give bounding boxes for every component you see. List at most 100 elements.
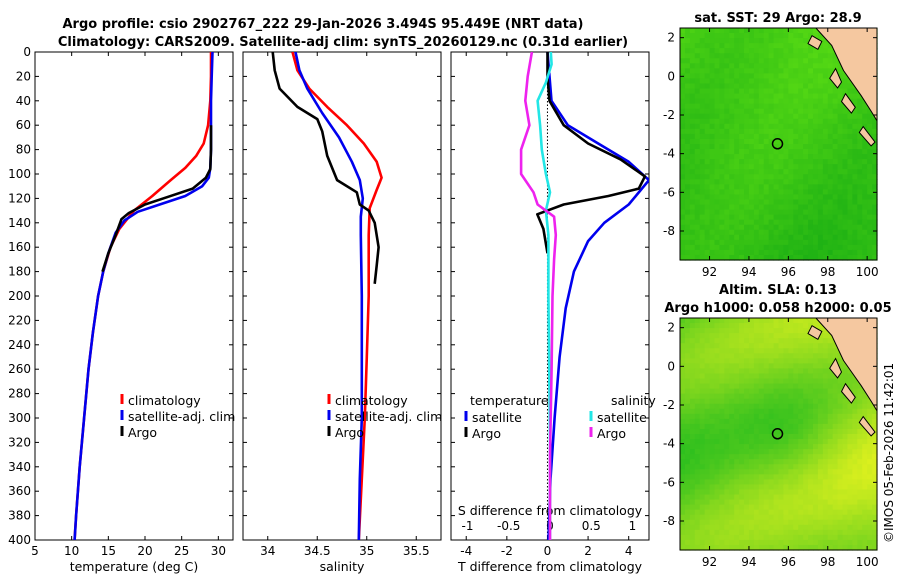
map2-cell	[842, 504, 849, 511]
map2-cell	[714, 519, 720, 526]
map1-cell	[709, 169, 716, 175]
map1-cell	[852, 229, 858, 236]
map2-cell	[719, 403, 725, 410]
map2-cell	[724, 509, 730, 516]
map1-cell	[680, 169, 686, 175]
map2-cell	[778, 383, 785, 390]
map1-cell	[822, 38, 829, 44]
map1-cell	[793, 159, 799, 165]
map2-cell	[739, 348, 745, 354]
map2-cell	[842, 509, 849, 516]
map1-cell	[773, 209, 780, 216]
map1-cell	[837, 159, 844, 165]
map2-cell	[798, 368, 804, 375]
map1-cell	[768, 83, 775, 90]
map2-cell	[803, 423, 809, 430]
map1-cell	[842, 169, 849, 175]
map2-cell	[704, 373, 711, 380]
map1-cell	[788, 108, 794, 115]
map2-cell	[704, 388, 711, 395]
map1-cell	[798, 58, 804, 64]
map1-cell	[753, 108, 760, 115]
map2-cell	[748, 413, 755, 420]
map1-cell	[827, 93, 834, 100]
map2-cell	[837, 423, 844, 430]
map1-cell	[739, 138, 745, 145]
map2-cell	[857, 514, 863, 521]
map2-cell	[694, 469, 701, 475]
map1-cell	[812, 149, 819, 155]
map2-cell	[753, 388, 760, 395]
map2-cell	[783, 418, 789, 425]
map1-cell	[719, 214, 725, 221]
map2-cell	[694, 534, 701, 541]
map1-cell	[699, 194, 706, 201]
map1-cell	[739, 33, 745, 39]
map1-cell	[832, 103, 839, 110]
map2-cell	[748, 393, 755, 400]
map2-cell	[808, 524, 814, 531]
map2-cell	[724, 428, 730, 435]
map2-cell	[793, 449, 799, 455]
map1-cell	[837, 144, 844, 150]
map2-cell	[684, 454, 691, 460]
map2-cell	[753, 333, 760, 339]
map1-cell	[739, 123, 745, 130]
map2-cell	[793, 519, 799, 526]
map2-cell	[709, 444, 716, 450]
map2-cell	[842, 444, 849, 450]
map2-cell	[847, 534, 853, 541]
map1-cell	[827, 63, 834, 69]
map1-cell	[872, 219, 878, 226]
map2-cell	[729, 484, 735, 491]
map2-cell	[798, 403, 804, 410]
map2-cell	[739, 519, 745, 526]
map1-cell	[788, 133, 794, 140]
map2-cell	[748, 454, 755, 460]
map2-cell	[758, 439, 765, 445]
map1-cell	[857, 219, 863, 226]
map1-cell	[699, 63, 706, 69]
map2-cell	[788, 434, 794, 440]
map2-cell	[748, 524, 755, 531]
map1-cell	[837, 93, 844, 100]
map1-cell	[783, 73, 789, 80]
map2-cell	[758, 418, 765, 425]
map1-cell	[753, 244, 760, 251]
map1-cell	[719, 98, 725, 105]
map2-cell	[689, 504, 696, 511]
temperature-xtick-label: 20	[137, 544, 152, 558]
map1-cell	[714, 88, 720, 95]
map1-cell	[719, 83, 725, 90]
map1-cell	[768, 43, 775, 49]
map2-cell	[704, 509, 711, 516]
map2-cell	[704, 529, 711, 536]
map2-cell	[689, 403, 696, 410]
map1-cell	[694, 154, 701, 160]
map2-cell	[753, 484, 760, 491]
map2-cell	[763, 444, 770, 450]
map2-cell	[812, 358, 819, 364]
map1-cell	[773, 103, 780, 110]
argo-location-marker	[771, 428, 784, 440]
map2-cell	[832, 469, 839, 475]
map2-cell	[763, 418, 770, 425]
map2-cell	[773, 534, 780, 541]
map1-cell	[768, 88, 775, 95]
map1-cell	[684, 118, 691, 125]
map2-cell	[684, 373, 691, 380]
map2-cell	[837, 449, 844, 455]
map1-cell	[793, 128, 799, 135]
map2-cell	[812, 383, 819, 390]
map1-cell	[748, 254, 755, 261]
map2-cell	[748, 383, 755, 390]
map1-cell	[689, 113, 696, 120]
map1-cell	[847, 154, 853, 160]
map1-cell	[827, 199, 834, 206]
map2-cell	[783, 469, 789, 475]
map1-cell	[680, 239, 686, 246]
map1-cell	[694, 144, 701, 150]
map2-cell	[719, 519, 725, 526]
map2-cell	[680, 509, 686, 516]
lat-tick-label: -6	[663, 475, 675, 489]
